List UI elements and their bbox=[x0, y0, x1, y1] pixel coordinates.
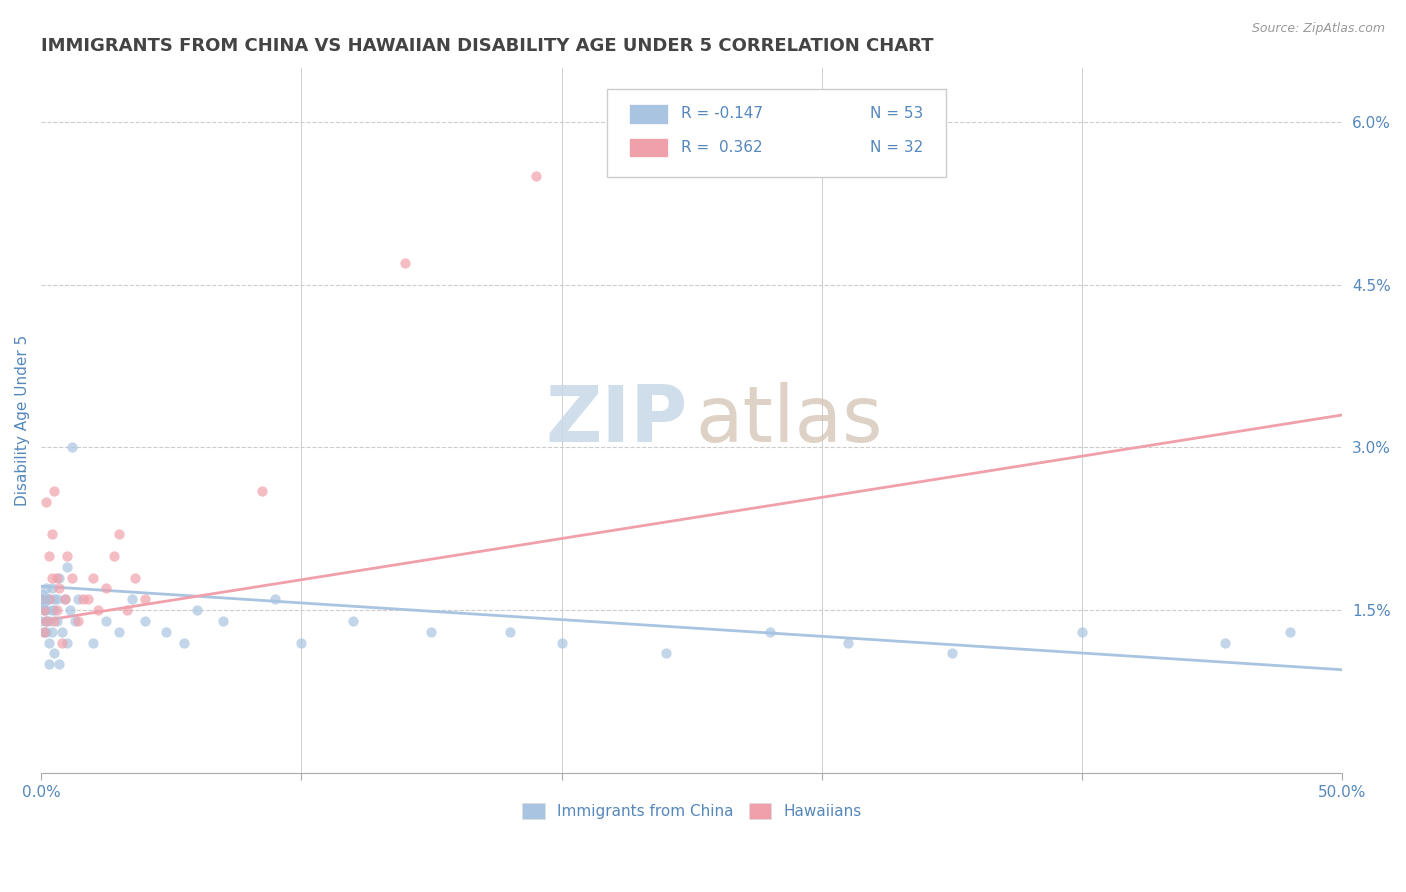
Point bbox=[252, 483, 274, 498]
Point bbox=[42, 483, 65, 498]
Point bbox=[124, 571, 146, 585]
Point bbox=[82, 571, 104, 585]
Point bbox=[103, 549, 125, 563]
Point bbox=[108, 624, 131, 639]
Point bbox=[56, 635, 79, 649]
Point bbox=[63, 614, 86, 628]
Point bbox=[38, 657, 60, 672]
Point bbox=[290, 635, 312, 649]
Point bbox=[38, 635, 60, 649]
Point bbox=[35, 582, 58, 596]
Point bbox=[30, 592, 52, 607]
Point bbox=[38, 592, 60, 607]
Point bbox=[51, 635, 73, 649]
Point bbox=[96, 614, 118, 628]
Point bbox=[524, 169, 547, 184]
Point bbox=[53, 592, 76, 607]
Point bbox=[654, 647, 676, 661]
Text: N = 53: N = 53 bbox=[870, 106, 924, 121]
Point bbox=[42, 614, 65, 628]
Point bbox=[30, 592, 52, 607]
Point bbox=[42, 592, 65, 607]
Point bbox=[550, 635, 572, 649]
Point bbox=[82, 635, 104, 649]
Point bbox=[56, 549, 79, 563]
Point bbox=[115, 603, 138, 617]
Point bbox=[35, 614, 58, 628]
Point bbox=[941, 647, 963, 661]
Point bbox=[121, 592, 143, 607]
Point bbox=[498, 624, 520, 639]
Point bbox=[41, 582, 63, 596]
Point bbox=[38, 614, 60, 628]
Text: Source: ZipAtlas.com: Source: ZipAtlas.com bbox=[1251, 22, 1385, 36]
Point bbox=[420, 624, 443, 639]
Point bbox=[264, 592, 287, 607]
Point bbox=[60, 441, 83, 455]
Point bbox=[53, 592, 76, 607]
Point bbox=[35, 624, 58, 639]
Point bbox=[394, 256, 416, 270]
Point bbox=[32, 603, 55, 617]
FancyBboxPatch shape bbox=[607, 89, 945, 178]
Text: IMMIGRANTS FROM CHINA VS HAWAIIAN DISABILITY AGE UNDER 5 CORRELATION CHART: IMMIGRANTS FROM CHINA VS HAWAIIAN DISABI… bbox=[41, 37, 934, 55]
Point bbox=[41, 571, 63, 585]
Point bbox=[41, 527, 63, 541]
Point bbox=[60, 571, 83, 585]
Point bbox=[96, 582, 118, 596]
Point bbox=[32, 603, 55, 617]
Point bbox=[35, 494, 58, 508]
Point bbox=[342, 614, 364, 628]
Point bbox=[108, 527, 131, 541]
Text: ZIP: ZIP bbox=[546, 383, 688, 458]
Point bbox=[41, 603, 63, 617]
Point bbox=[59, 603, 82, 617]
Point bbox=[32, 624, 55, 639]
Point bbox=[45, 603, 67, 617]
Bar bbox=[630, 103, 668, 124]
Point bbox=[38, 592, 60, 607]
Point bbox=[30, 614, 52, 628]
Point bbox=[30, 592, 52, 607]
Point bbox=[42, 647, 65, 661]
Point bbox=[51, 624, 73, 639]
Point bbox=[186, 603, 208, 617]
Point bbox=[1213, 635, 1236, 649]
Text: N = 32: N = 32 bbox=[870, 140, 924, 155]
Point bbox=[212, 614, 235, 628]
Point bbox=[48, 657, 70, 672]
Point bbox=[66, 592, 89, 607]
Y-axis label: Disability Age Under 5: Disability Age Under 5 bbox=[15, 334, 30, 506]
Point bbox=[134, 614, 156, 628]
Point bbox=[35, 614, 58, 628]
Point bbox=[1279, 624, 1302, 639]
Point bbox=[48, 571, 70, 585]
Point bbox=[66, 614, 89, 628]
Bar bbox=[630, 137, 668, 158]
Point bbox=[155, 624, 177, 639]
Point bbox=[48, 582, 70, 596]
Point bbox=[35, 603, 58, 617]
Point bbox=[173, 635, 195, 649]
Point bbox=[42, 603, 65, 617]
Point bbox=[38, 549, 60, 563]
Text: atlas: atlas bbox=[696, 383, 883, 458]
Point bbox=[45, 592, 67, 607]
Point bbox=[134, 592, 156, 607]
Text: R = -0.147: R = -0.147 bbox=[682, 106, 763, 121]
Point bbox=[32, 624, 55, 639]
Point bbox=[759, 624, 782, 639]
Point bbox=[77, 592, 100, 607]
Point bbox=[87, 603, 110, 617]
Legend: Immigrants from China, Hawaiians: Immigrants from China, Hawaiians bbox=[516, 797, 868, 825]
Point bbox=[41, 624, 63, 639]
Point bbox=[45, 571, 67, 585]
Point bbox=[32, 592, 55, 607]
Point bbox=[56, 559, 79, 574]
Text: R =  0.362: R = 0.362 bbox=[682, 140, 763, 155]
Point bbox=[72, 592, 94, 607]
Point bbox=[45, 614, 67, 628]
Point bbox=[1071, 624, 1094, 639]
Point bbox=[837, 635, 859, 649]
